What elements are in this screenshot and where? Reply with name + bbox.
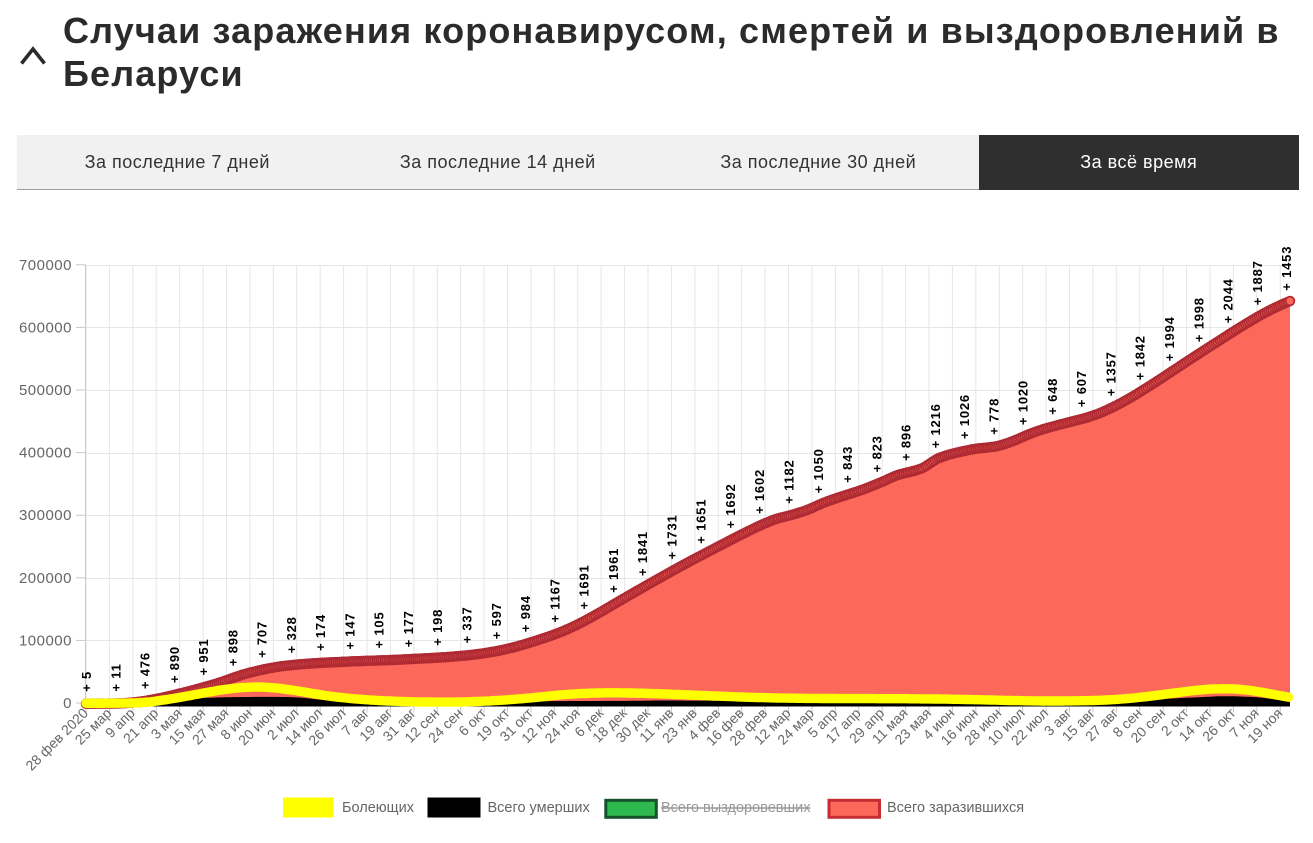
svg-text:+ 890: + 890 bbox=[167, 646, 182, 683]
svg-text:+ 1020: + 1020 bbox=[1016, 380, 1031, 425]
svg-text:+ 1026: + 1026 bbox=[957, 394, 972, 439]
svg-text:+ 1167: + 1167 bbox=[547, 578, 562, 622]
svg-text:+ 174: + 174 bbox=[313, 614, 328, 651]
svg-text:+ 476: + 476 bbox=[138, 652, 153, 689]
svg-text:+ 337: + 337 bbox=[460, 606, 475, 643]
svg-text:600000: 600000 bbox=[19, 319, 72, 336]
svg-text:+ 1887: + 1887 bbox=[1250, 260, 1265, 305]
svg-text:+ 1691: + 1691 bbox=[577, 564, 592, 609]
svg-text:200000: 200000 bbox=[19, 570, 72, 587]
svg-text:Всего умерших: Всего умерших bbox=[488, 800, 591, 816]
svg-text:+ 147: + 147 bbox=[342, 613, 357, 650]
svg-text:+ 1692: + 1692 bbox=[723, 483, 738, 528]
svg-text:+ 177: + 177 bbox=[401, 610, 416, 647]
svg-text:+ 607: + 607 bbox=[1074, 370, 1089, 407]
svg-text:+ 1602: + 1602 bbox=[752, 469, 767, 514]
svg-text:+ 1453: + 1453 bbox=[1279, 246, 1294, 291]
svg-text:700000: 700000 bbox=[19, 257, 72, 274]
svg-text:+ 648: + 648 bbox=[1045, 378, 1060, 415]
svg-text:+ 778: + 778 bbox=[986, 398, 1001, 435]
svg-text:+ 1050: + 1050 bbox=[811, 448, 826, 493]
svg-text:+ 823: + 823 bbox=[869, 435, 884, 472]
svg-text:+ 898: + 898 bbox=[225, 629, 240, 666]
svg-text:+ 1731: + 1731 bbox=[664, 514, 679, 559]
svg-text:+ 11: + 11 bbox=[108, 663, 123, 691]
svg-text:+ 198: + 198 bbox=[430, 609, 445, 646]
svg-text:+ 1357: + 1357 bbox=[1104, 351, 1119, 396]
svg-text:+ 1842: + 1842 bbox=[1133, 335, 1148, 380]
svg-text:+ 707: + 707 bbox=[255, 621, 270, 658]
svg-text:+ 1961: + 1961 bbox=[606, 548, 621, 593]
svg-text:+ 984: + 984 bbox=[518, 595, 533, 632]
svg-text:300000: 300000 bbox=[19, 507, 72, 524]
svg-text:0: 0 bbox=[63, 695, 72, 712]
svg-text:+ 1994: + 1994 bbox=[1162, 316, 1177, 361]
svg-text:+ 951: + 951 bbox=[196, 638, 211, 675]
svg-text:100000: 100000 bbox=[19, 632, 72, 649]
svg-text:Болеющих: Болеющих bbox=[342, 800, 415, 816]
svg-text:+ 328: + 328 bbox=[284, 616, 299, 653]
svg-text:+ 2044: + 2044 bbox=[1221, 278, 1236, 323]
svg-text:+ 1998: + 1998 bbox=[1191, 297, 1206, 342]
svg-text:+ 896: + 896 bbox=[899, 424, 914, 461]
svg-text:400000: 400000 bbox=[19, 445, 72, 462]
svg-text:Всего выздоровевших: Всего выздоровевших bbox=[661, 800, 811, 816]
svg-text:500000: 500000 bbox=[19, 382, 72, 399]
svg-text:Всего заразившихся: Всего заразившихся bbox=[887, 800, 1024, 816]
svg-text:+ 843: + 843 bbox=[840, 446, 855, 483]
svg-text:+ 1182: + 1182 bbox=[782, 459, 797, 503]
svg-text:+ 597: + 597 bbox=[489, 602, 504, 639]
svg-text:+ 1841: + 1841 bbox=[635, 531, 650, 576]
svg-text:+ 105: + 105 bbox=[372, 611, 387, 648]
svg-text:+ 1216: + 1216 bbox=[928, 403, 943, 448]
svg-text:+ 5: + 5 bbox=[79, 671, 94, 692]
svg-text:+ 1651: + 1651 bbox=[694, 499, 709, 544]
